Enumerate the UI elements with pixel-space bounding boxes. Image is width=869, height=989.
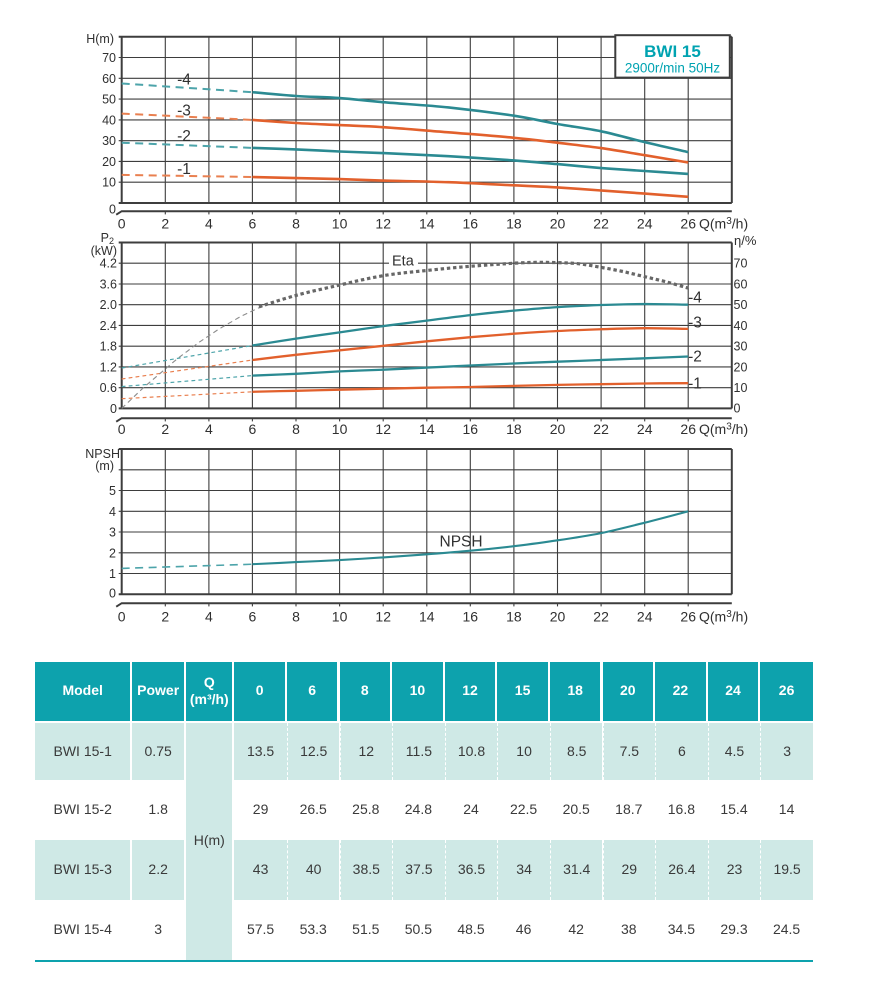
svg-text:12: 12 (375, 216, 391, 232)
svg-text:50: 50 (734, 298, 748, 312)
svg-text:-1: -1 (688, 376, 702, 393)
svg-text:12: 12 (375, 421, 391, 437)
svg-text:60: 60 (102, 72, 116, 86)
svg-text:-4: -4 (688, 290, 702, 307)
svg-text:20: 20 (550, 216, 566, 232)
svg-text:12: 12 (375, 608, 391, 624)
svg-text:22: 22 (593, 216, 609, 232)
svg-text:(kW): (kW) (91, 244, 117, 258)
svg-text:20: 20 (550, 421, 566, 437)
svg-text:Q(m3/h): Q(m3/h) (699, 421, 748, 437)
svg-text:70: 70 (102, 51, 116, 65)
svg-text:η/%: η/% (734, 233, 757, 248)
svg-text:26: 26 (680, 421, 696, 437)
svg-text:5: 5 (109, 484, 116, 498)
svg-text:8: 8 (292, 216, 300, 232)
svg-text:3.6: 3.6 (100, 278, 117, 292)
svg-text:26: 26 (680, 608, 696, 624)
svg-text:NPSH: NPSH (440, 534, 483, 551)
svg-text:-2: -2 (177, 128, 191, 145)
svg-text:BWI 15: BWI 15 (644, 42, 701, 61)
svg-text:3: 3 (109, 526, 116, 540)
svg-text:30: 30 (102, 134, 116, 148)
svg-text:20: 20 (550, 608, 566, 624)
svg-text:0.6: 0.6 (100, 381, 117, 395)
svg-text:10: 10 (102, 176, 116, 190)
svg-text:10: 10 (332, 608, 348, 624)
svg-text:14: 14 (419, 608, 435, 624)
svg-text:40: 40 (102, 113, 116, 127)
svg-text:0: 0 (118, 216, 126, 232)
svg-text:4: 4 (109, 505, 116, 519)
svg-text:4: 4 (205, 608, 213, 624)
svg-text:16: 16 (463, 421, 479, 437)
svg-text:8: 8 (292, 608, 300, 624)
svg-text:H(m): H(m) (86, 32, 114, 46)
svg-text:10: 10 (332, 216, 348, 232)
svg-text:-2: -2 (688, 349, 702, 366)
svg-text:22: 22 (593, 608, 609, 624)
svg-text:20: 20 (102, 155, 116, 169)
svg-text:18: 18 (506, 216, 522, 232)
svg-text:22: 22 (593, 421, 609, 437)
svg-text:1.2: 1.2 (100, 360, 117, 374)
svg-text:0: 0 (109, 202, 116, 216)
svg-text:1.8: 1.8 (100, 340, 117, 354)
svg-text:6: 6 (249, 608, 257, 624)
svg-text:26: 26 (680, 216, 696, 232)
svg-text:18: 18 (506, 608, 522, 624)
svg-text:60: 60 (734, 278, 748, 292)
svg-text:0: 0 (110, 402, 117, 416)
svg-text:10: 10 (332, 421, 348, 437)
svg-text:Eta: Eta (392, 253, 415, 269)
svg-text:24: 24 (637, 216, 653, 232)
svg-text:16: 16 (463, 216, 479, 232)
svg-text:6: 6 (249, 421, 257, 437)
svg-text:40: 40 (734, 319, 748, 333)
svg-text:30: 30 (734, 340, 748, 354)
svg-text:2: 2 (161, 216, 169, 232)
svg-text:24: 24 (637, 608, 653, 624)
svg-text:10: 10 (734, 381, 748, 395)
svg-text:2.0: 2.0 (100, 298, 117, 312)
svg-text:8: 8 (292, 421, 300, 437)
svg-text:-3: -3 (177, 103, 191, 120)
svg-text:0: 0 (118, 608, 126, 624)
svg-text:70: 70 (734, 257, 748, 271)
svg-text:0: 0 (734, 402, 741, 416)
svg-text:20: 20 (734, 360, 748, 374)
svg-text:14: 14 (419, 421, 435, 437)
svg-text:0: 0 (109, 586, 116, 600)
svg-text:4: 4 (205, 421, 213, 437)
svg-text:2: 2 (109, 546, 116, 560)
svg-text:18: 18 (506, 421, 522, 437)
svg-text:2900r/min 50Hz: 2900r/min 50Hz (625, 61, 721, 76)
svg-text:0: 0 (118, 421, 126, 437)
svg-text:6: 6 (249, 216, 257, 232)
svg-text:NPSH: NPSH (85, 447, 120, 461)
svg-text:Q(m3/h): Q(m3/h) (699, 216, 748, 232)
svg-text:-3: -3 (688, 315, 702, 332)
svg-text:24: 24 (637, 421, 653, 437)
svg-text:14: 14 (419, 216, 435, 232)
svg-text:Q(m3/h): Q(m3/h) (699, 608, 748, 624)
svg-text:1: 1 (109, 567, 116, 581)
svg-text:4.2: 4.2 (100, 257, 117, 271)
svg-text:2.4: 2.4 (100, 319, 117, 333)
svg-text:4: 4 (205, 216, 213, 232)
svg-text:-1: -1 (177, 161, 191, 178)
svg-text:16: 16 (463, 608, 479, 624)
svg-text:(m): (m) (95, 459, 114, 473)
svg-text:2: 2 (161, 608, 169, 624)
svg-text:50: 50 (102, 93, 116, 107)
svg-text:2: 2 (161, 421, 169, 437)
svg-text:-4: -4 (177, 72, 191, 89)
